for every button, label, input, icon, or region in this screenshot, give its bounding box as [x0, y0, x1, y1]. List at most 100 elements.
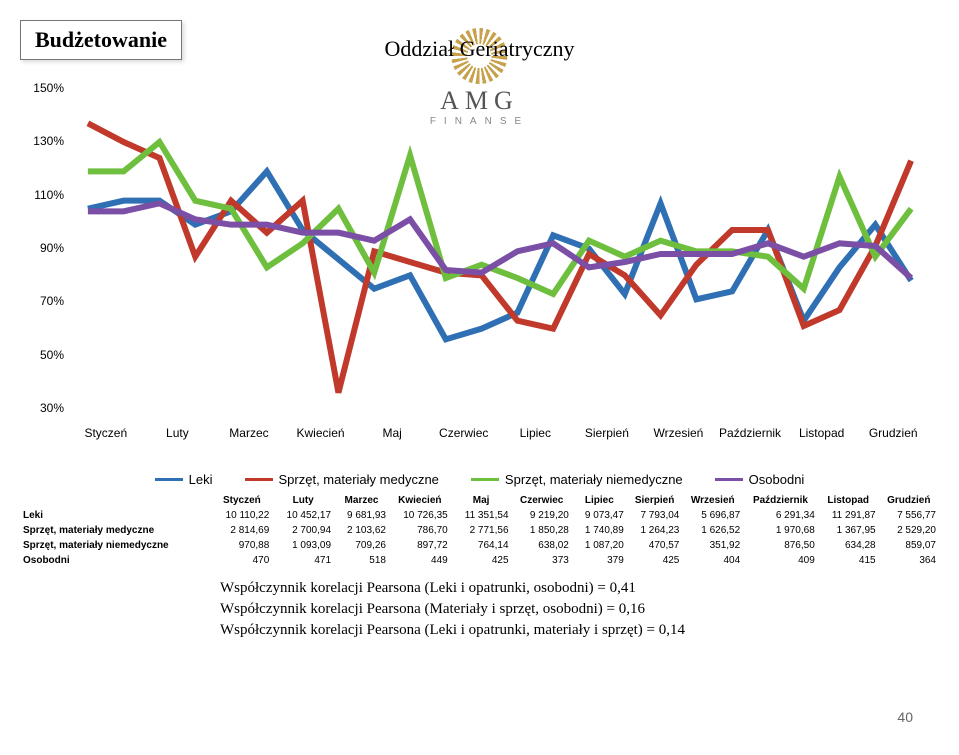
row-header: Leki — [20, 508, 211, 523]
table-cell: 471 — [272, 553, 334, 568]
table-cell: 634,28 — [818, 538, 879, 553]
table-cell: 1 264,23 — [627, 523, 683, 538]
note-line: Współczynnik korelacji Pearsona (Leki i … — [220, 578, 939, 599]
y-tick-label: 130% — [33, 134, 64, 148]
y-tick-label: 70% — [40, 294, 64, 308]
table-cell: 2 103,62 — [334, 523, 389, 538]
table-col-header: Październik — [743, 493, 818, 508]
chart-legend: Leki Sprzęt, materiały medyczne Sprzęt, ma… — [20, 472, 939, 487]
table-col-header: Kwiecień — [389, 493, 451, 508]
table-cell: 1 367,95 — [818, 523, 879, 538]
table-col-header: Luty — [272, 493, 334, 508]
table-cell: 2 700,94 — [272, 523, 334, 538]
legend-label: Sprzęt, materiały niemedyczne — [505, 472, 683, 487]
page-number: 40 — [897, 709, 913, 725]
table-cell: 1 626,52 — [682, 523, 743, 538]
x-tick-label: Kwiecień — [297, 426, 345, 440]
table-col-header: Marzec — [334, 493, 389, 508]
table-cell: 415 — [818, 553, 879, 568]
legend-swatch — [715, 478, 743, 481]
table-cell: 7 556,77 — [879, 508, 939, 523]
legend-item-osob: Osobodni — [715, 472, 805, 487]
table-cell: 7 793,04 — [627, 508, 683, 523]
table-cell: 2 771,56 — [451, 523, 512, 538]
table-cell: 470 — [211, 553, 272, 568]
table-col-header: Sierpień — [627, 493, 683, 508]
table-row: Osobodni47047151844942537337942540440941… — [20, 553, 939, 568]
x-tick-label: Czerwiec — [439, 426, 488, 440]
chart-plot-area — [70, 102, 929, 422]
chart-lines — [70, 102, 929, 422]
legend-item-leki: Leki — [155, 472, 213, 487]
table-cell: 897,72 — [389, 538, 451, 553]
table-col-header: Wrzesień — [682, 493, 743, 508]
table-cell: 10 452,17 — [272, 508, 334, 523]
table-col-header: Listopad — [818, 493, 879, 508]
table-cell: 1 970,68 — [743, 523, 818, 538]
table-col-header: Czerwiec — [512, 493, 572, 508]
legend-label: Leki — [189, 472, 213, 487]
table-cell: 364 — [879, 553, 939, 568]
table-row: Leki10 110,2210 452,179 681,9310 726,351… — [20, 508, 939, 523]
table-cell: 1 093,09 — [272, 538, 334, 553]
correlation-notes: Współczynnik korelacji Pearsona (Leki i … — [220, 578, 939, 641]
series-osob — [88, 203, 911, 278]
note-line: Współczynnik korelacji Pearsona (Leki i … — [220, 620, 939, 641]
table-cell: 449 — [389, 553, 451, 568]
table-cell: 351,92 — [682, 538, 743, 553]
series-med — [88, 123, 911, 392]
table-cell: 10 726,35 — [389, 508, 451, 523]
series-leki — [88, 171, 911, 339]
table-cell: 425 — [451, 553, 512, 568]
table-cell: 876,50 — [743, 538, 818, 553]
table-cell: 9 073,47 — [572, 508, 627, 523]
table-col-header: Lipiec — [572, 493, 627, 508]
table-cell: 11 291,87 — [818, 508, 879, 523]
table-cell: 425 — [627, 553, 683, 568]
data-table: StyczeńLutyMarzecKwiecieńMajCzerwiecLipi… — [20, 493, 939, 568]
x-tick-label: Maj — [382, 426, 401, 440]
y-tick-label: 110% — [34, 188, 64, 202]
table-cell: 638,02 — [512, 538, 572, 553]
legend-label: Osobodni — [749, 472, 805, 487]
y-tick-label: 150% — [33, 81, 64, 95]
table-col-header: Maj — [451, 493, 512, 508]
x-tick-label: Grudzień — [869, 426, 918, 440]
note-line: Współczynnik korelacji Pearsona (Materia… — [220, 599, 939, 620]
table-cell: 2 814,69 — [211, 523, 272, 538]
table-cell: 970,88 — [211, 538, 272, 553]
table-cell: 379 — [572, 553, 627, 568]
table-col-header: Styczeń — [211, 493, 272, 508]
row-header: Osobodni — [20, 553, 211, 568]
table-cell: 859,07 — [879, 538, 939, 553]
row-header: Sprzęt, materiały medyczne — [20, 523, 211, 538]
table-cell: 6 291,34 — [743, 508, 818, 523]
line-chart: 30%50%70%90%110%130%150% StyczeńLutyMarz… — [20, 102, 939, 462]
page-title: Budżetowanie — [20, 20, 182, 60]
table-cell: 764,14 — [451, 538, 512, 553]
table-header-row: StyczeńLutyMarzecKwiecieńMajCzerwiecLipi… — [20, 493, 939, 508]
legend-swatch — [471, 478, 499, 481]
chart-x-axis: StyczeńLutyMarzecKwiecieńMajCzerwiecLipi… — [70, 422, 929, 462]
table-cell: 11 351,54 — [451, 508, 512, 523]
chart-y-axis: 30%50%70%90%110%130%150% — [20, 102, 70, 422]
table-cell: 709,26 — [334, 538, 389, 553]
table-cell: 409 — [743, 553, 818, 568]
x-tick-label: Listopad — [799, 426, 844, 440]
table-cell: 2 529,20 — [879, 523, 939, 538]
x-tick-label: Wrzesień — [654, 426, 704, 440]
x-tick-label: Marzec — [229, 426, 268, 440]
legend-item-med: Sprzęt, materiały medyczne — [245, 472, 439, 487]
legend-swatch — [245, 478, 273, 481]
table-body: Leki10 110,2210 452,179 681,9310 726,351… — [20, 508, 939, 568]
table-cell: 9 681,93 — [334, 508, 389, 523]
table-col-header: Grudzień — [879, 493, 939, 508]
y-tick-label: 90% — [40, 241, 64, 255]
x-tick-label: Luty — [166, 426, 189, 440]
legend-label: Sprzęt, materiały medyczne — [279, 472, 439, 487]
table-cell: 518 — [334, 553, 389, 568]
table-cell: 404 — [682, 553, 743, 568]
table-cell: 1 740,89 — [572, 523, 627, 538]
x-tick-label: Lipiec — [520, 426, 551, 440]
table-cell: 10 110,22 — [211, 508, 272, 523]
